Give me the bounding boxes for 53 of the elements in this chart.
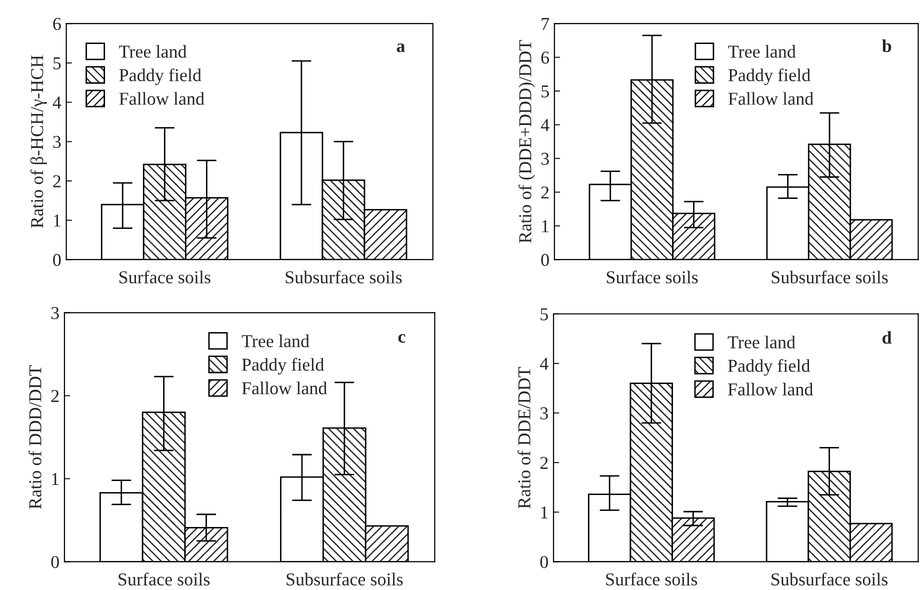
y-tick-label: 3 [541,152,549,165]
y-tick-label: 2 [540,456,548,469]
y-tick-label: 1 [541,506,548,518]
y-tick-label: 1 [542,220,548,232]
x-tick-label: Surface soils [606,270,698,284]
y-tick-label: 4 [540,119,550,132]
legend-label: Fallow land [728,92,814,105]
y-tick-label: 4 [52,96,62,109]
y-tick-label: 3 [53,136,61,148]
y-tick-label: 3 [540,407,548,420]
y-tick-label: 5 [542,85,549,98]
y-tick-label: 2 [541,186,549,198]
legend-label: Tree land [119,45,187,58]
y-tick-label: 0 [53,254,61,266]
y-tick-label: 7 [542,18,550,30]
x-tick-label: Subsurface soils [772,572,888,586]
legend-label: Fallow land [728,382,814,396]
x-tick-label: Subsurface soils [286,572,403,586]
x-tick-label: Subsurface soils [286,270,402,284]
y-axis-title: Ratio of DDD/DDT [28,365,42,509]
x-tick-label: Surface soils [118,572,210,586]
annotation: d [882,331,892,344]
legend-label: Fallow land [242,382,328,394]
y-tick-label: 3 [51,307,59,320]
legend-label: Paddy field [119,68,202,86]
y-tick-label: 2 [51,390,59,402]
x-tick-label: Surface soils [606,572,698,586]
legend-label: Paddy field [242,358,324,374]
y-tick-label: 5 [540,308,548,320]
y-tick-label: 6 [53,18,61,30]
y-tick-label: 4 [540,358,548,370]
y-axis-title: Ratio of (DDE+DDD)/DDT [518,40,535,243]
x-tick-label: Surface soils [119,270,210,284]
y-tick-label: 0 [541,254,549,266]
annotation: c [398,334,406,343]
legend-label: Tree land [728,336,796,348]
y-axis-title: Ratio of β-HCH/γ-HCH [30,55,47,228]
legend-label: Fallow land [119,92,204,105]
y-tick-label: 0 [540,556,548,568]
legend-label: Paddy field [728,68,810,86]
y-tick-label: 1 [52,473,59,485]
y-tick-label: 6 [541,52,550,64]
y-tick-label: 5 [53,57,61,70]
annotation: b [882,39,892,52]
x-tick-label: Subsurface soils [772,270,888,284]
y-tick-label: 2 [53,175,60,188]
y-tick-label: 0 [51,556,59,568]
annotation: a [396,43,405,52]
legend-label: Paddy field [728,359,810,376]
y-axis-title: Ratio of DDE/DDT [518,366,530,508]
legend-label: Tree land [242,334,310,348]
legend-label: Tree land [728,45,796,58]
y-tick-label: 1 [54,214,60,227]
